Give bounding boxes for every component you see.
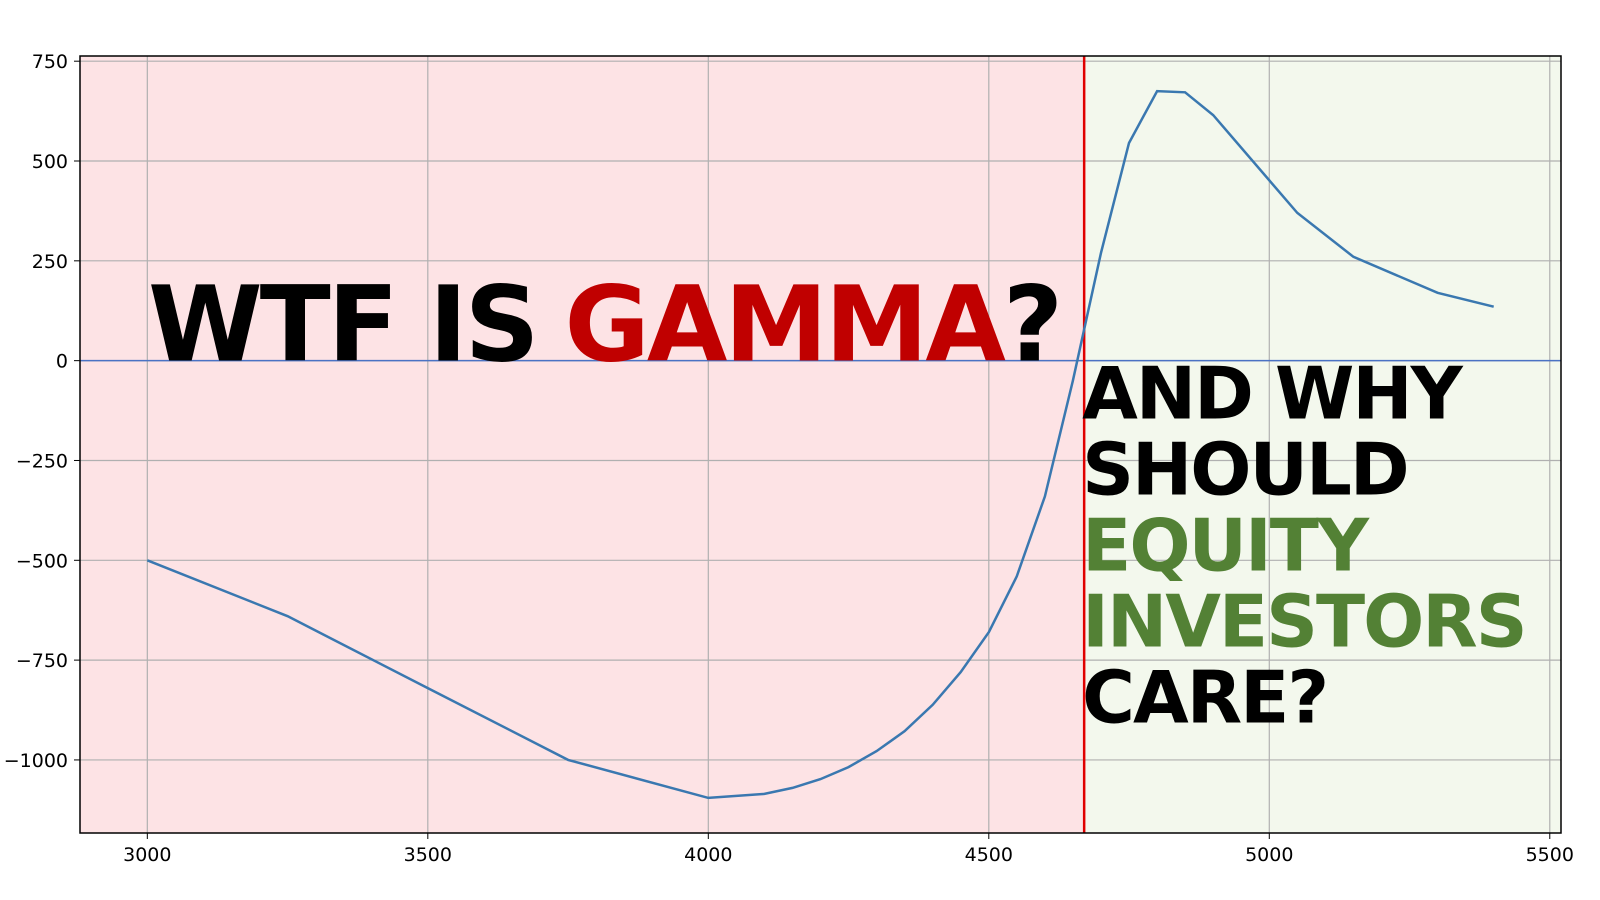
positive-region — [1084, 56, 1561, 833]
x-tick-label: 4500 — [965, 844, 1013, 866]
plot-layer — [80, 56, 1561, 833]
headline-part: WTF IS — [148, 264, 537, 386]
x-tick-label: 4000 — [684, 844, 732, 866]
x-tick-label: 3500 — [404, 844, 452, 866]
x-tick-label: 5000 — [1245, 844, 1293, 866]
negative-region — [80, 56, 1085, 833]
x-tick-label: 5500 — [1526, 844, 1574, 866]
data-line — [146, 89, 1495, 800]
plot-frame — [79, 55, 1562, 834]
headline-part: ? — [1003, 264, 1060, 386]
subheadline-line: SHOULD — [1082, 428, 1407, 512]
y-tick-label: −250 — [16, 450, 68, 472]
tick-layer: 3000 3500 4000 4500 5000 5500−1000−750−500−25… — [4, 51, 1574, 866]
background-layer — [80, 56, 1561, 833]
headline-layer: WTF IS GAMMA? AND WHYSHOULDEQUITYINVESTORS… — [148, 264, 1528, 740]
x-tick-label: 3000 — [123, 844, 171, 866]
y-tick-label: 0 — [56, 351, 68, 373]
headline: WTF IS GAMMA? — [148, 264, 1060, 386]
subheadline-line: AND WHY — [1082, 352, 1463, 436]
y-tick-label: 500 — [32, 151, 68, 173]
headline-part: GAMMA — [565, 264, 1006, 386]
y-tick-label: −750 — [16, 650, 68, 672]
subheadline-line: INVESTORS — [1082, 580, 1525, 664]
y-tick-label: 250 — [32, 251, 68, 273]
y-tick-label: 750 — [32, 51, 68, 73]
y-tick-label: −500 — [16, 550, 68, 572]
y-tick-label: −1000 — [4, 750, 68, 772]
subheadline-line: EQUITY — [1082, 504, 1370, 588]
subheadline-line: CARE? — [1082, 656, 1327, 740]
